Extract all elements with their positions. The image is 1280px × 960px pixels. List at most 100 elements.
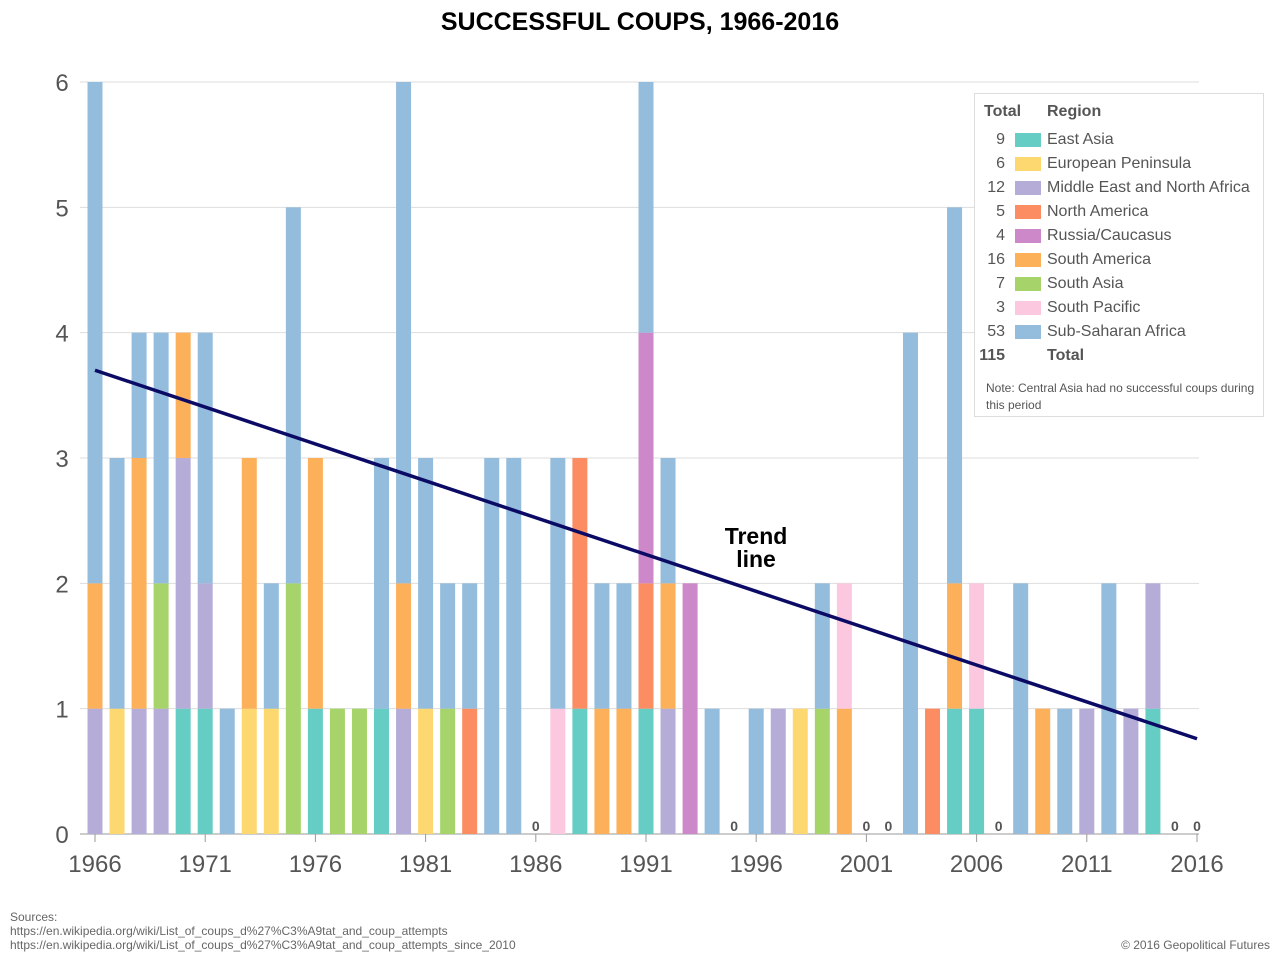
bar-segment xyxy=(969,583,985,709)
bar-segment xyxy=(285,583,301,834)
legend-item-label: South Pacific xyxy=(1047,299,1141,316)
bar-segment xyxy=(792,708,808,834)
bar-segment xyxy=(947,207,963,584)
bar-segment xyxy=(814,708,830,834)
bar-segment xyxy=(682,583,698,834)
legend-swatch xyxy=(1015,325,1041,339)
bar-segment xyxy=(748,708,764,834)
y-tick-label: 3 xyxy=(55,446,68,473)
bar-segment xyxy=(374,458,390,709)
bar-segment xyxy=(462,583,478,709)
bar-segment xyxy=(969,708,985,834)
legend-item-total: 3 xyxy=(996,299,1005,316)
sources-heading: Sources: xyxy=(10,910,58,924)
legend-item-total: 5 xyxy=(996,203,1005,220)
source-link: https://en.wikipedia.org/wiki/List_of_co… xyxy=(10,924,448,938)
legend-swatch xyxy=(1015,157,1041,171)
legend-item-total: 6 xyxy=(996,155,1005,172)
bar-segment xyxy=(484,458,500,834)
bar-segment xyxy=(638,583,654,709)
bar-segment xyxy=(814,583,830,709)
legend-item-label: South America xyxy=(1047,251,1152,268)
bar-segment xyxy=(506,458,522,834)
legend-item-total: 4 xyxy=(996,227,1005,244)
legend-item: 53 Sub-Saharan Africa xyxy=(975,322,1265,346)
bar-segment xyxy=(175,332,191,458)
bar-segment xyxy=(836,708,852,834)
x-tick-label: 1991 xyxy=(619,851,672,878)
bar-segment xyxy=(197,332,213,584)
bar-segment xyxy=(770,708,786,834)
legend-item: 6 European Peninsula xyxy=(975,154,1265,178)
bar-segment xyxy=(351,708,367,834)
zero-label: 0 xyxy=(1193,818,1201,834)
bar-segment xyxy=(440,708,456,834)
bar-segment xyxy=(616,708,632,834)
legend-swatch xyxy=(1015,301,1041,315)
y-tick-label: 1 xyxy=(55,697,68,724)
source-link: https://en.wikipedia.org/wiki/List_of_co… xyxy=(10,938,516,952)
y-tick-label: 0 xyxy=(55,822,68,849)
legend-item: 12 Middle East and North Africa xyxy=(975,178,1265,202)
bar-segment xyxy=(836,583,852,709)
bar-segment xyxy=(925,708,941,834)
legend-item-total: 53 xyxy=(987,323,1005,340)
bar-segment xyxy=(131,708,147,834)
y-axis-ticks: 0 1 2 3 4 5 6 xyxy=(55,70,68,849)
legend-swatch xyxy=(1015,277,1041,291)
legend-item: 5 North America xyxy=(975,202,1265,226)
legend-item: 3 South Pacific xyxy=(975,298,1265,322)
bar-segment xyxy=(594,708,610,834)
bar-segment xyxy=(109,708,125,834)
legend-header-total: Total xyxy=(984,103,1022,120)
bar-segment xyxy=(307,708,323,834)
bar-segment xyxy=(550,708,566,834)
legend-item: 7 South Asia xyxy=(975,274,1265,298)
legend-item-total: 16 xyxy=(987,251,1005,268)
bar-segment xyxy=(440,583,456,709)
legend-grand-total-label: Total xyxy=(1047,347,1085,364)
bar-segment xyxy=(616,583,632,709)
bar-segment xyxy=(87,583,103,709)
legend-item-label: Middle East and North Africa xyxy=(1047,179,1250,196)
legend-swatch xyxy=(1015,253,1041,267)
legend-grand-total: 115 xyxy=(979,347,1005,364)
bar-segment xyxy=(153,332,169,584)
legend-item-label: European Peninsula xyxy=(1047,155,1192,172)
bar-segment xyxy=(197,708,213,834)
bar-segment xyxy=(396,82,412,584)
copyright: © 2016 Geopolitical Futures xyxy=(1121,938,1270,952)
bar-segment xyxy=(660,708,676,834)
bar-segment xyxy=(307,458,323,709)
chart-title: SUCCESSFUL COUPS, 1966-2016 xyxy=(441,8,839,36)
x-tick-label: 1996 xyxy=(730,851,783,878)
bar-segment xyxy=(902,332,918,834)
legend-grand-total-row: 115 Total xyxy=(975,346,1265,370)
bar-segment xyxy=(1035,708,1051,834)
trend-line-label: Trend xyxy=(725,523,788,549)
zero-label: 0 xyxy=(532,818,540,834)
bar-segment xyxy=(418,458,434,709)
bar-segment xyxy=(1145,583,1161,709)
legend-item-label: South Asia xyxy=(1047,275,1124,292)
legend-note: Note: Central Asia had no successful cou… xyxy=(986,381,1255,412)
x-tick-label: 2001 xyxy=(840,851,893,878)
bar-segment xyxy=(197,583,213,709)
bar-segment xyxy=(175,458,191,709)
bar-segment xyxy=(1013,583,1029,834)
x-tick-label: 1966 xyxy=(68,851,121,878)
bar-segment xyxy=(109,458,125,709)
x-tick-label: 1976 xyxy=(289,851,342,878)
x-tick-label: 1986 xyxy=(509,851,562,878)
bar-segment xyxy=(594,583,610,709)
zero-label: 0 xyxy=(863,818,871,834)
zero-label: 0 xyxy=(995,818,1003,834)
bar-segment xyxy=(329,708,345,834)
legend-item-label: East Asia xyxy=(1047,131,1114,148)
x-axis-ticks: 1966 1971 1976 1981 1986 1991 1996 2001 2006 2011… xyxy=(68,834,1224,878)
x-tick-label: 2016 xyxy=(1170,851,1223,878)
bar-segment xyxy=(572,458,588,709)
y-tick-label: 5 xyxy=(55,195,68,222)
